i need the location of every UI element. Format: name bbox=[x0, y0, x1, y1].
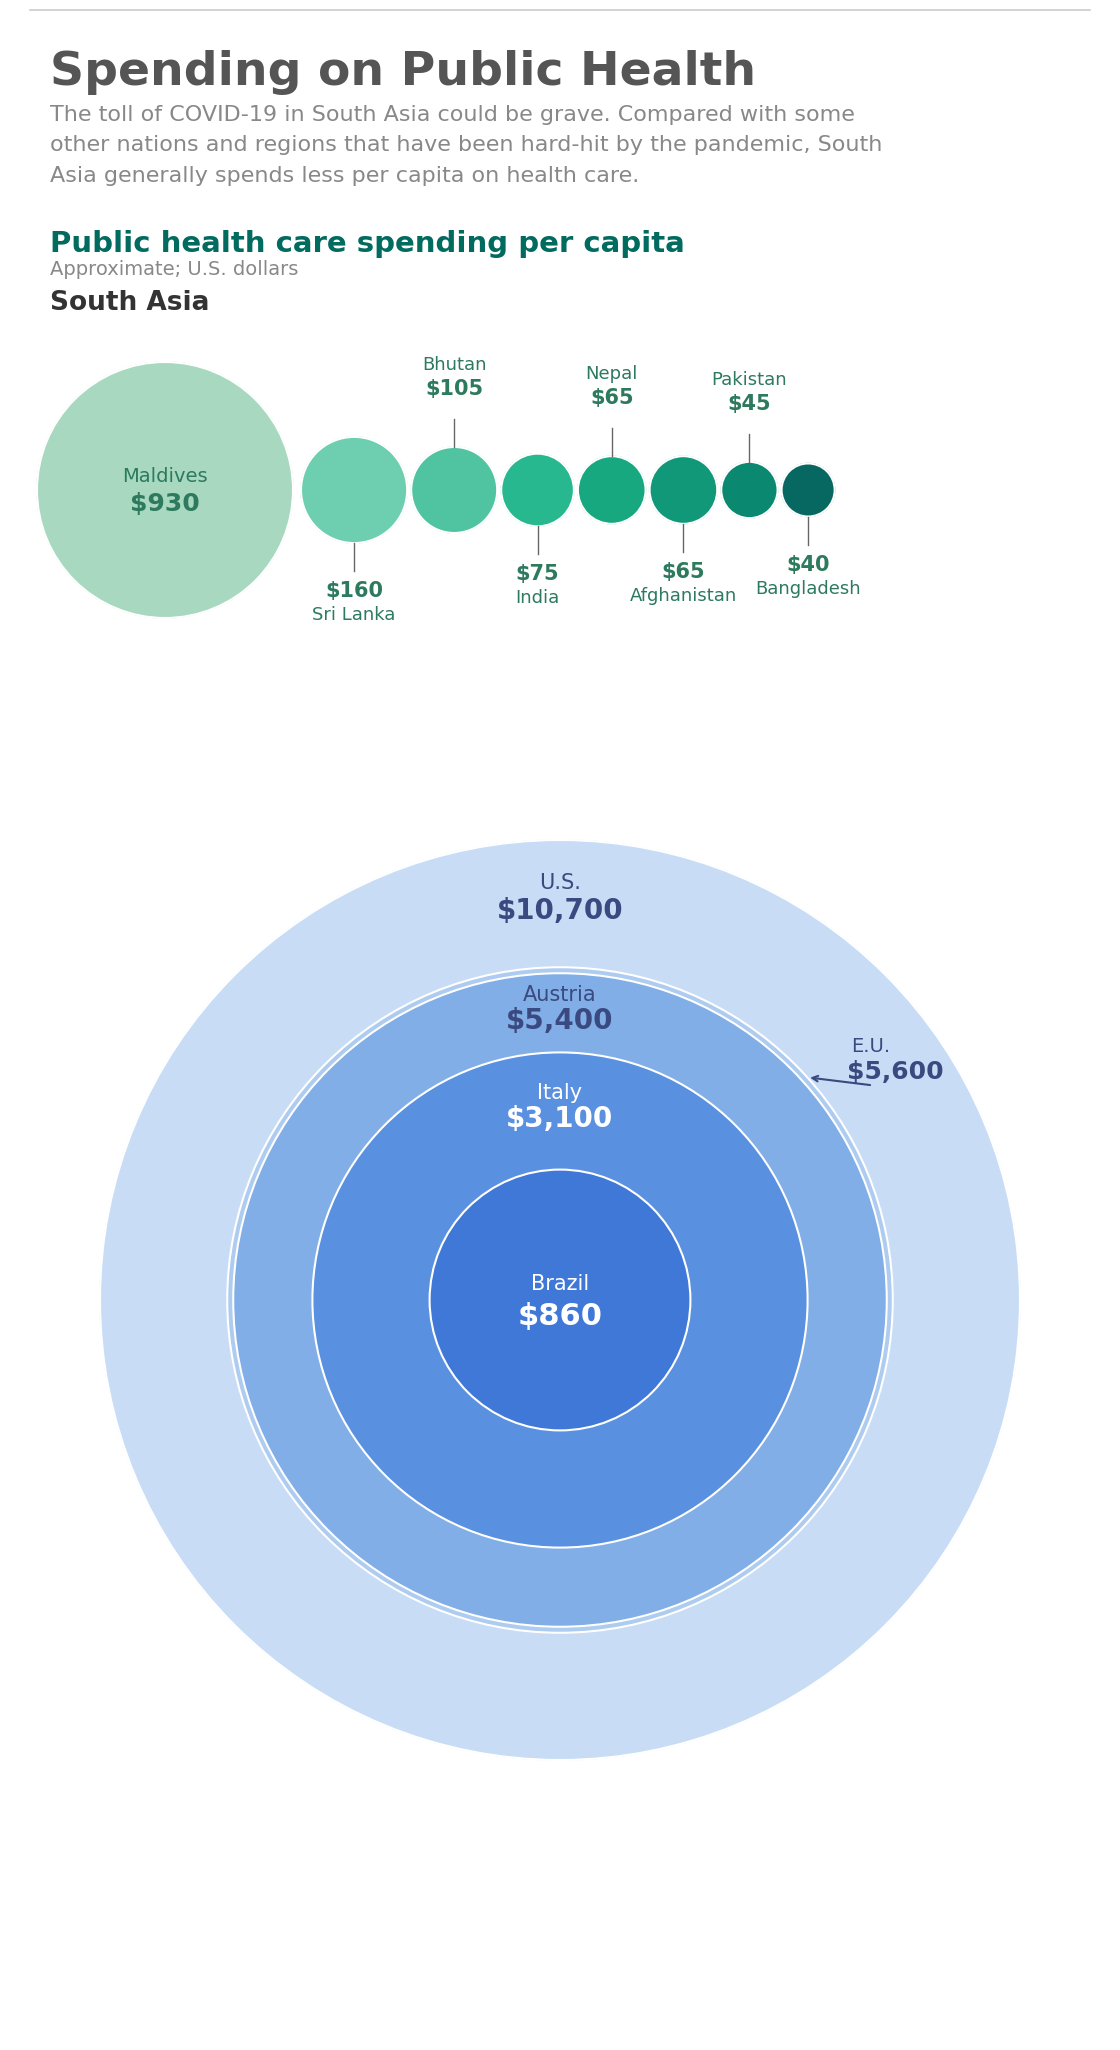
Text: Pakistan: Pakistan bbox=[711, 371, 787, 390]
Circle shape bbox=[578, 457, 645, 525]
Text: E.U.: E.U. bbox=[851, 1037, 890, 1056]
Text: $105: $105 bbox=[426, 379, 483, 400]
Circle shape bbox=[301, 437, 408, 543]
Text: Brazil: Brazil bbox=[531, 1273, 589, 1294]
Text: $5,600: $5,600 bbox=[847, 1060, 943, 1084]
Text: $40: $40 bbox=[786, 556, 830, 574]
Text: $860: $860 bbox=[517, 1302, 603, 1330]
Text: Sri Lanka: Sri Lanka bbox=[312, 607, 395, 623]
Circle shape bbox=[721, 461, 777, 519]
Circle shape bbox=[37, 363, 293, 617]
Text: Public health care spending per capita: Public health care spending per capita bbox=[50, 230, 684, 258]
Circle shape bbox=[233, 974, 887, 1628]
Circle shape bbox=[430, 1171, 690, 1431]
Text: Approximate; U.S. dollars: Approximate; U.S. dollars bbox=[50, 260, 298, 279]
Text: The toll of COVID-19 in South Asia could be grave. Compared with some
other nati: The toll of COVID-19 in South Asia could… bbox=[50, 105, 883, 187]
Circle shape bbox=[502, 453, 573, 527]
Text: $930: $930 bbox=[130, 492, 199, 517]
Text: $75: $75 bbox=[515, 564, 559, 584]
Text: Italy: Italy bbox=[538, 1082, 582, 1103]
Text: $5,400: $5,400 bbox=[506, 1007, 614, 1035]
Circle shape bbox=[100, 840, 1020, 1761]
Text: Maldives: Maldives bbox=[122, 467, 208, 486]
Text: Nepal: Nepal bbox=[586, 365, 638, 383]
Text: $10,700: $10,700 bbox=[496, 896, 624, 925]
Text: Bangladesh: Bangladesh bbox=[755, 580, 861, 597]
Text: Bhutan: Bhutan bbox=[422, 357, 486, 373]
Text: U.S.: U.S. bbox=[539, 873, 581, 892]
Text: Spending on Public Health: Spending on Public Health bbox=[50, 49, 756, 94]
Circle shape bbox=[227, 968, 893, 1632]
Text: South Asia: South Asia bbox=[50, 289, 209, 316]
Text: India: India bbox=[515, 588, 560, 607]
Circle shape bbox=[411, 447, 497, 533]
Text: Austria: Austria bbox=[523, 984, 597, 1004]
Text: $160: $160 bbox=[325, 580, 383, 601]
Circle shape bbox=[782, 463, 834, 517]
Text: $45: $45 bbox=[728, 394, 772, 414]
Text: $65: $65 bbox=[662, 562, 706, 582]
Circle shape bbox=[312, 1052, 808, 1548]
Text: $65: $65 bbox=[590, 387, 634, 408]
Text: $3,100: $3,100 bbox=[506, 1105, 614, 1134]
Text: Afghanistan: Afghanistan bbox=[629, 586, 737, 605]
Circle shape bbox=[650, 457, 717, 525]
